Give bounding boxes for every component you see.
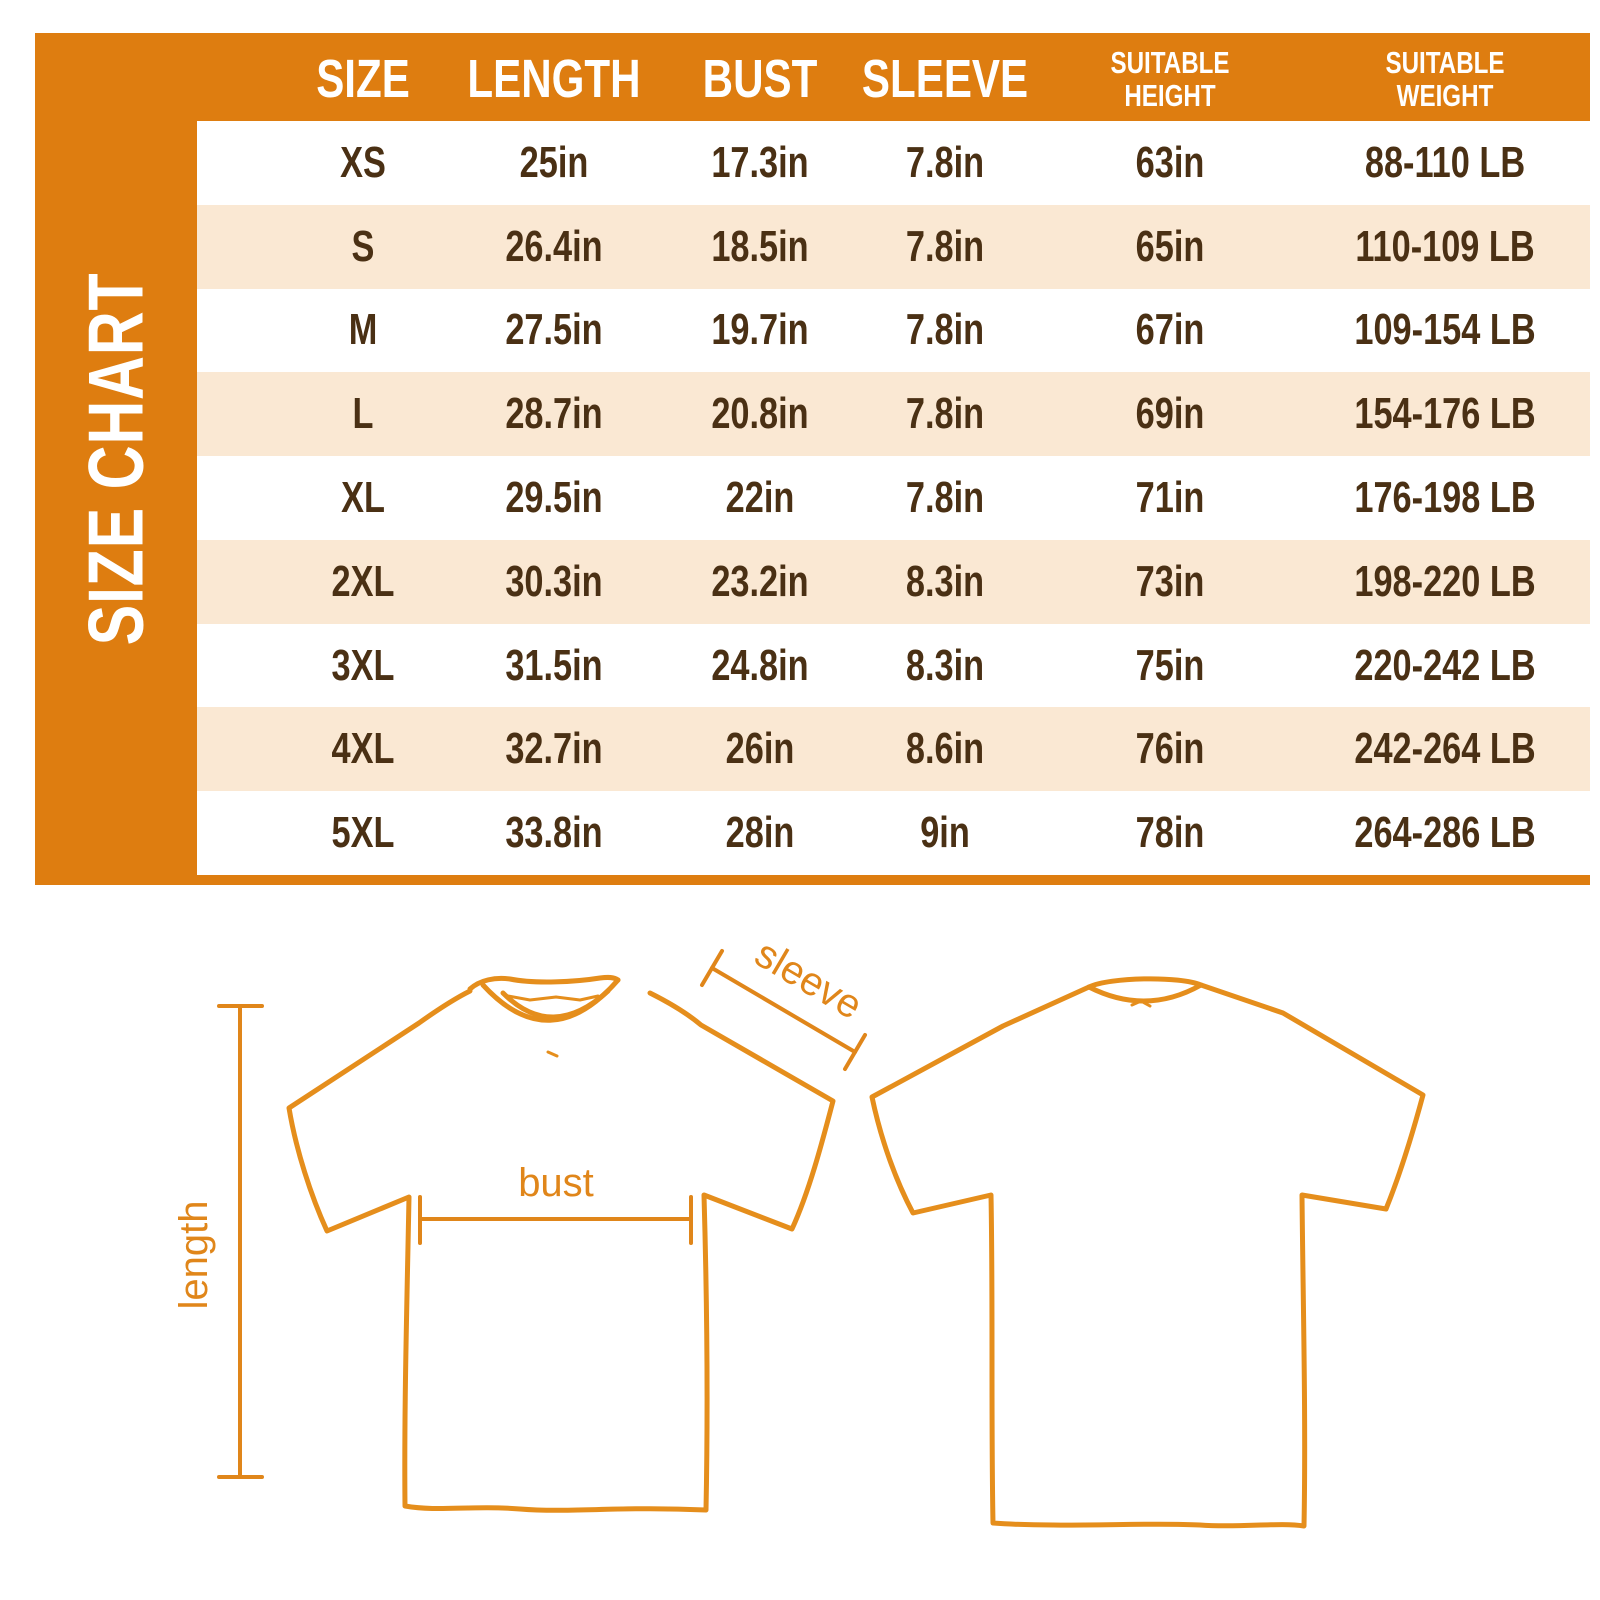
cell-bust: 18.5in — [711, 221, 809, 271]
column-header-bust: BUST — [702, 48, 818, 109]
cell-sleeve: 7.8in — [905, 473, 985, 523]
tshirt-measurement-diagram: length bust sleeve — [172, 932, 1426, 1529]
table-rows: XS 25in 17.3in 7.8in 63in 88-110 LB S 26.4in 18.… — [197, 121, 1590, 876]
cell-length: 27.5in — [505, 305, 603, 355]
length-label: length — [172, 1201, 216, 1310]
table-row: 4XL 32.7in 26in 8.6in 76in 242-264 LB — [197, 707, 1590, 792]
table-header: SIZE LENGTH BUST SLEEVE SUITABLE HEIGHT SUITAB… — [197, 33, 1590, 121]
cell-height: 71in — [1135, 473, 1205, 523]
cell-height: 63in — [1135, 137, 1205, 187]
tshirt-front-outline — [286, 974, 836, 1513]
table-row: XL 29.5in 22in 7.8in 71in 176-198 LB — [197, 456, 1590, 540]
column-header-size: SIZE — [316, 48, 410, 109]
length-measure: length — [172, 1004, 264, 1479]
cell-bust: 28in — [725, 808, 795, 858]
cell-length: 31.5in — [505, 640, 603, 690]
cell-weight: 88-110 LB — [1364, 137, 1526, 187]
cell-bust: 19.7in — [711, 305, 809, 355]
cell-size: M — [348, 305, 378, 355]
cell-bust: 20.8in — [711, 389, 809, 439]
front-collar-mark — [546, 1050, 559, 1058]
cell-weight: 220-242 LB — [1354, 640, 1536, 690]
cell-height: 76in — [1135, 724, 1205, 774]
cell-weight: 264-286 LB — [1354, 808, 1536, 858]
cell-sleeve: 8.3in — [905, 556, 985, 606]
bust-label: bust — [518, 1161, 594, 1205]
cell-height: 67in — [1135, 305, 1205, 355]
cell-bust: 17.3in — [711, 137, 809, 187]
cell-length: 30.3in — [505, 556, 603, 606]
back-collar-top — [1086, 976, 1204, 990]
cell-weight: 176-198 LB — [1354, 473, 1536, 523]
column-header-sleeve: SLEEVE — [861, 48, 1029, 109]
cell-height: 78in — [1135, 808, 1205, 858]
front-collar-top — [467, 974, 621, 992]
cell-weight: 154-176 LB — [1354, 389, 1536, 439]
back-collar-tag — [1130, 999, 1152, 1008]
cell-length: 25in — [519, 137, 589, 187]
cell-sleeve: 8.3in — [905, 640, 985, 690]
cell-weight: 110-109 LB — [1355, 221, 1535, 271]
cell-size: 4XL — [331, 724, 395, 774]
cell-sleeve: 7.8in — [905, 221, 985, 271]
size-chart-panel: SIZE CHART SIZE LENGTH BUST SLEEVE SUITABLE H… — [35, 33, 1590, 885]
cell-sleeve: 7.8in — [905, 137, 985, 187]
sleeve-measure: sleeve — [700, 932, 870, 1071]
cell-size: 3XL — [331, 640, 395, 690]
cell-length: 32.7in — [505, 724, 603, 774]
cell-length: 26.4in — [505, 221, 603, 271]
cell-size: XL — [341, 473, 385, 523]
bust-measure: bust — [418, 1161, 693, 1245]
cell-sleeve: 7.8in — [905, 305, 985, 355]
table-row: XS 25in 17.3in 7.8in 63in 88-110 LB — [197, 121, 1590, 205]
page-title: SIZE CHART — [71, 220, 162, 698]
table-row: 2XL 30.3in 23.2in 8.3in 73in 198-220 LB — [197, 539, 1590, 624]
cell-length: 28.7in — [505, 389, 603, 439]
cell-bust: 26in — [725, 724, 795, 774]
table-row: S 26.4in 18.5in 7.8in 65in 110-109 LB — [197, 204, 1590, 289]
tshirt-back-outline — [869, 976, 1426, 1529]
cell-height: 69in — [1135, 389, 1205, 439]
table-row: M 27.5in 19.7in 7.8in 67in 109-154 LB — [197, 288, 1590, 373]
front-collar-inner — [500, 988, 611, 1020]
cell-length: 29.5in — [505, 473, 603, 523]
cell-bust: 22in — [725, 473, 795, 523]
cell-height: 65in — [1135, 221, 1205, 271]
cell-size: XS — [340, 137, 386, 187]
cell-height: 73in — [1135, 556, 1205, 606]
column-header-height: SUITABLE HEIGHT — [1110, 44, 1230, 113]
cell-length: 33.8in — [505, 808, 603, 858]
cell-bust: 24.8in — [711, 640, 809, 690]
cell-size: L — [352, 389, 374, 439]
cell-size: S — [351, 221, 375, 271]
column-header-length: LENGTH — [467, 48, 641, 109]
page-title-text: SIZE CHART — [71, 272, 160, 646]
column-header-weight: SUITABLE WEIGHT — [1385, 44, 1505, 113]
table-row: 3XL 31.5in 24.8in 8.3in 75in 220-242 LB — [197, 623, 1590, 708]
sleeve-label: sleeve — [748, 932, 870, 1029]
cell-weight: 109-154 LB — [1354, 305, 1536, 355]
cell-height: 75in — [1135, 640, 1205, 690]
table-row: 5XL 33.8in 28in 9in 78in 264-286 LB — [197, 791, 1590, 876]
cell-sleeve: 8.6in — [905, 724, 985, 774]
back-collar-band — [1086, 982, 1204, 1004]
cell-bust: 23.2in — [711, 556, 809, 606]
cell-weight: 242-264 LB — [1354, 724, 1536, 774]
cell-size: 5XL — [331, 808, 395, 858]
table-row: L 28.7in 20.8in 7.8in 69in 154-176 LB — [197, 372, 1590, 457]
cell-sleeve: 9in — [920, 808, 970, 858]
front-collar-stitch — [506, 994, 600, 1002]
cell-weight: 198-220 LB — [1354, 556, 1536, 606]
cell-sleeve: 7.8in — [905, 389, 985, 439]
cell-size: 2XL — [331, 556, 395, 606]
